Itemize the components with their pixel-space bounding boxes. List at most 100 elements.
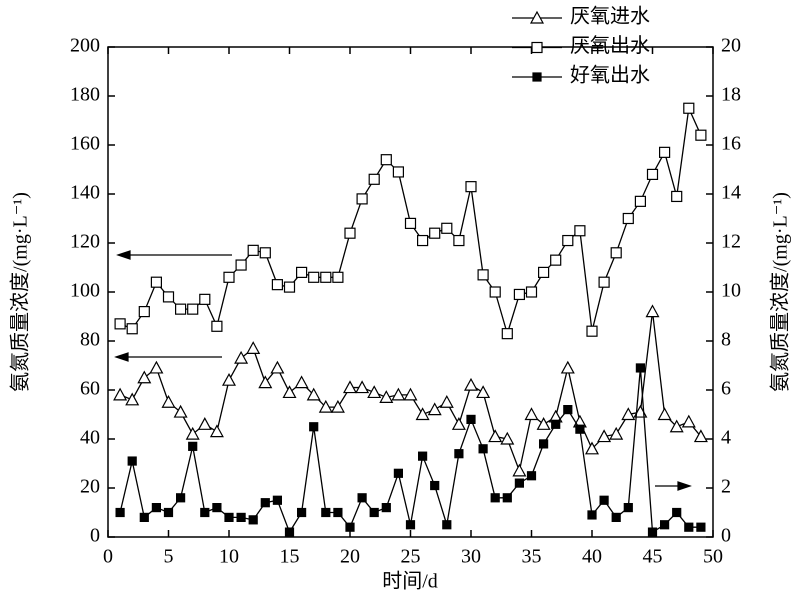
marker — [502, 493, 512, 503]
marker — [306, 387, 321, 401]
marker — [296, 266, 308, 278]
marker — [609, 426, 624, 440]
marker — [176, 493, 186, 503]
marker — [200, 507, 210, 518]
marker — [611, 512, 621, 523]
marker — [681, 414, 696, 428]
marker — [321, 507, 331, 518]
marker — [551, 419, 561, 429]
marker — [318, 399, 333, 413]
marker — [403, 387, 418, 401]
y-tick-label: 60 — [80, 378, 100, 400]
marker — [610, 247, 622, 259]
marker — [309, 422, 319, 432]
marker — [260, 498, 270, 508]
marker — [659, 520, 670, 530]
marker — [126, 323, 138, 335]
annotation-arrows — [114, 250, 692, 491]
marker — [221, 372, 237, 386]
y-tick-label: 40 — [80, 427, 100, 449]
y-tick-label: 180 — [70, 84, 100, 106]
marker — [531, 41, 543, 54]
marker — [415, 407, 430, 421]
arrow-head — [677, 481, 692, 491]
marker — [598, 276, 610, 288]
marker — [333, 507, 343, 518]
x-tick-label: 50 — [703, 546, 723, 568]
y-tick-label: 160 — [70, 133, 100, 155]
marker — [175, 303, 187, 315]
marker — [560, 360, 575, 374]
marker — [138, 306, 150, 318]
marker — [586, 325, 598, 337]
marker — [441, 222, 453, 234]
marker — [247, 244, 259, 256]
marker — [427, 402, 442, 416]
marker — [235, 259, 247, 271]
marker — [477, 269, 489, 281]
marker — [526, 471, 537, 481]
marker — [634, 195, 647, 207]
marker — [584, 441, 600, 455]
marker — [356, 193, 368, 205]
marker — [454, 449, 464, 459]
marker — [429, 227, 441, 239]
marker — [150, 276, 162, 288]
marker — [489, 286, 501, 298]
marker — [538, 439, 549, 449]
marker — [162, 291, 175, 303]
y-axis-title: 氨氮质量浓度/(mg·L⁻¹) — [9, 192, 32, 392]
marker — [550, 254, 562, 266]
marker — [478, 444, 488, 454]
marker — [224, 512, 234, 523]
marker — [430, 480, 440, 491]
marker — [405, 520, 416, 530]
marker — [693, 429, 708, 443]
marker — [597, 429, 612, 443]
marker — [320, 271, 332, 283]
marker — [380, 154, 392, 166]
y2-tick-label: 12 — [721, 231, 741, 253]
marker — [657, 407, 672, 421]
marker — [283, 281, 296, 293]
marker — [113, 387, 128, 401]
arrow-head — [114, 352, 129, 362]
plot-frame — [107, 46, 714, 538]
marker — [368, 173, 380, 185]
marker — [367, 385, 382, 399]
marker — [127, 456, 137, 466]
marker — [209, 424, 224, 438]
marker — [599, 495, 609, 505]
marker — [563, 405, 573, 415]
marker — [114, 318, 126, 330]
marker — [621, 407, 636, 421]
marker — [501, 328, 513, 340]
marker — [125, 392, 140, 406]
x-tick-label: 5 — [164, 546, 174, 568]
marker — [271, 279, 283, 291]
marker — [187, 303, 199, 315]
marker — [635, 363, 646, 373]
marker — [500, 431, 515, 445]
y2-tick-label: 14 — [721, 182, 741, 204]
marker — [234, 350, 249, 364]
marker — [525, 286, 538, 298]
marker — [463, 377, 479, 391]
marker — [532, 72, 542, 82]
marker — [536, 417, 551, 430]
x-tick-label: 35 — [522, 546, 542, 568]
y-tick-label: 200 — [70, 35, 100, 57]
marker — [439, 394, 454, 408]
y-tick-label: 20 — [80, 476, 100, 498]
marker — [488, 429, 503, 443]
marker — [197, 417, 212, 430]
y-tick-label: 120 — [70, 231, 100, 253]
legend-label: 好氧出水 — [570, 64, 650, 87]
marker — [513, 288, 526, 301]
marker — [272, 495, 282, 505]
marker — [417, 234, 429, 247]
marker — [404, 217, 417, 229]
marker — [442, 520, 452, 530]
y2-tick-label: 6 — [721, 378, 731, 400]
marker — [418, 451, 428, 461]
